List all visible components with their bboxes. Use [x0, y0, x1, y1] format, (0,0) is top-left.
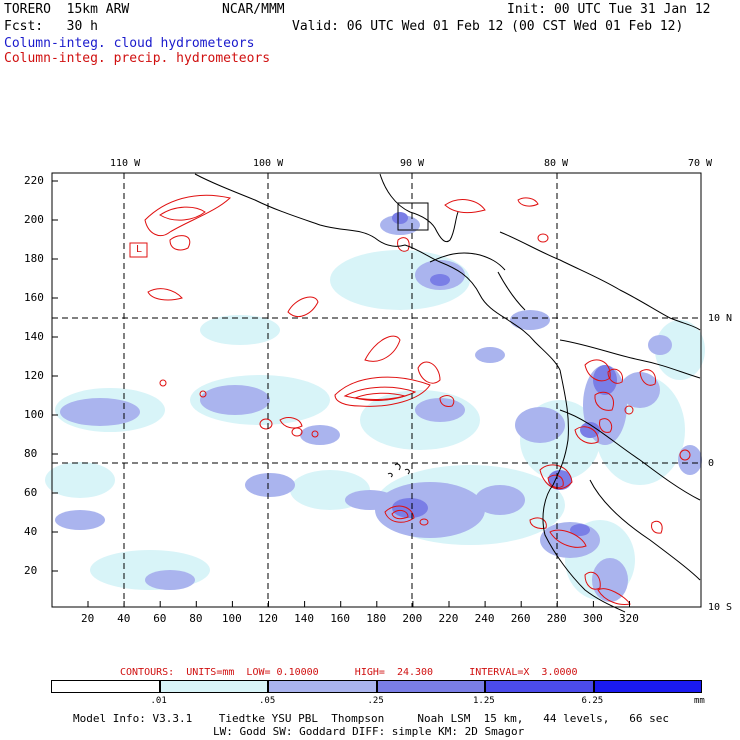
x-tick-label: 100 [221, 612, 242, 625]
lon-label: 110 W [110, 158, 141, 169]
region-box-label: L [136, 244, 143, 255]
y-tick-label: 20 [24, 564, 38, 577]
colorbar-segment [376, 680, 485, 693]
colorbar-unit: mm [694, 696, 705, 706]
org-label: NCAR/MMM [222, 2, 285, 17]
field-precip-label: Column-integ. precip. hydrometeors [4, 51, 271, 66]
colorbar-value: .05 [259, 696, 276, 706]
lon-label: 100 W [253, 158, 284, 169]
field-cloud-label: Column-integ. cloud hydrometeors [4, 36, 255, 51]
colorbar-value: .25 [367, 696, 384, 706]
x-tick-label: 20 [81, 612, 95, 625]
coastlines [194, 173, 701, 613]
y-tick-label: 160 [24, 291, 44, 304]
colorbar-segment [159, 680, 268, 693]
colorbar-segment [593, 680, 702, 693]
x-tick-label: 260 [510, 612, 531, 625]
x-tick-label: 320 [619, 612, 639, 625]
lon-label: 80 W [544, 158, 569, 169]
x-tick-label: 220 [438, 612, 459, 625]
x-tick-label: 80 [189, 612, 203, 625]
precip-contours [144, 194, 691, 605]
y-tick-label: 40 [24, 525, 38, 538]
forecast-hour: Fcst: 30 h [4, 19, 98, 34]
y-tick-label: 60 [24, 486, 38, 499]
x-tick-label: 280 [546, 612, 567, 625]
lat-label: 10 N [708, 313, 733, 324]
lat-label: 10 S [708, 602, 733, 613]
y-tick-label: 180 [24, 252, 44, 265]
colorbar-segment [51, 680, 160, 693]
lat-label: 0 [708, 458, 715, 469]
valid-time: Valid: 06 UTC Wed 01 Feb 12 (00 CST Wed … [292, 19, 684, 34]
y-tick-label: 120 [24, 369, 44, 382]
x-tick-label: 200 [402, 612, 423, 625]
x-tick-label: 180 [366, 612, 387, 625]
graticule [52, 173, 701, 607]
x-tick-label: 140 [294, 612, 314, 625]
y-tick-label: 80 [24, 447, 38, 460]
y-tick-label: 200 [24, 213, 44, 226]
model-info-line1: Model Info: V3.3.1 Tiedtke YSU PBL Thomp… [73, 712, 670, 725]
model-title: TORERO 15km ARW [4, 2, 130, 17]
axis-ticks [52, 180, 630, 607]
contour-info: CONTOURS: UNITS=mm LOW= 0.10000 HIGH= 24… [120, 667, 578, 678]
colorbar-segment [268, 680, 377, 693]
lon-label: 70 W [688, 158, 713, 169]
x-tick-label: 40 [117, 612, 131, 625]
lon-label: 90 W [400, 158, 425, 169]
colorbar-segment [485, 680, 594, 693]
cloud-shading [45, 212, 705, 602]
x-tick-label: 240 [474, 612, 495, 625]
colorbar-value: 1.25 [473, 696, 495, 706]
init-time: Init: 00 UTC Tue 31 Jan 12 [507, 2, 711, 17]
x-tick-label: 120 [258, 612, 278, 625]
y-tick-label: 140 [24, 330, 44, 343]
x-tick-label: 60 [153, 612, 167, 625]
colorbar-value: 6.25 [581, 696, 604, 706]
model-info-line2: LW: Godd SW: Goddard DIFF: simple KM: 2D… [213, 725, 525, 738]
y-tick-label: 100 [24, 408, 44, 421]
x-tick-label: 300 [582, 612, 603, 625]
y-tick-label: 220 [24, 174, 44, 187]
x-tick-label: 160 [330, 612, 351, 625]
colorbar-value: .01 [150, 696, 167, 706]
